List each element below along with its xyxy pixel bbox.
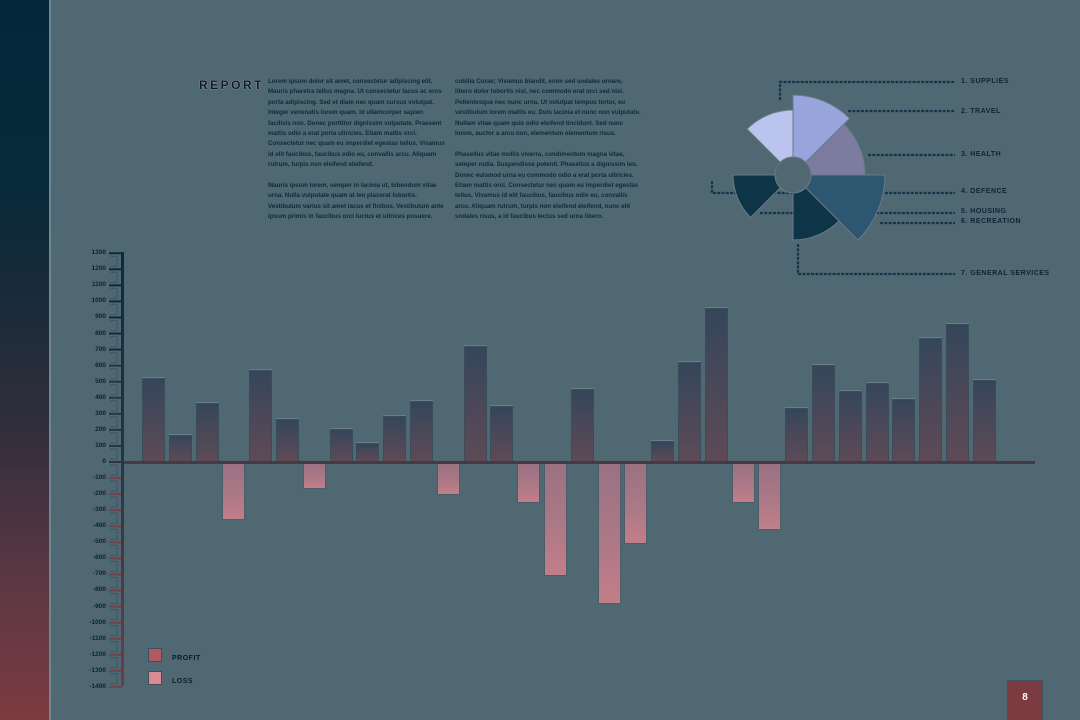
profit-bar [865, 382, 889, 462]
legend-swatch-profit [148, 648, 162, 662]
y-tick-label: -600 [92, 554, 106, 562]
zero-baseline [124, 461, 1035, 464]
y-tick-label: -800 [92, 586, 106, 594]
y-tick-label: 700 [95, 345, 106, 353]
y-tick-label: -700 [92, 570, 106, 578]
y-tick-label: -1200 [89, 650, 106, 658]
profit-bar [812, 364, 835, 462]
profit-bar [142, 378, 165, 462]
y-tick-label: -1000 [89, 618, 106, 626]
paragraph: Lorem ipsum dolor sit amet, consectetur … [268, 78, 445, 169]
y-tick-label: 200 [95, 425, 106, 433]
polar-label-housing: 5. HOUSING [961, 208, 1007, 215]
profit-bar [838, 391, 862, 462]
y-tick-label: 100 [95, 441, 106, 449]
y-tick-label: 1300 [91, 249, 106, 257]
y-tick-label: 500 [95, 377, 106, 385]
profit-bar [678, 362, 701, 462]
profit-bar [892, 399, 916, 462]
profit-bar [168, 435, 192, 462]
report-title: REPORT [199, 78, 265, 92]
polar-label-travel: 2. TRAVEL [961, 108, 1001, 115]
loss-bar [597, 463, 621, 605]
y-axis-line [121, 252, 124, 686]
loss-bar [731, 463, 755, 503]
y-tick-label: -500 [92, 538, 106, 546]
profit-bar [570, 389, 594, 462]
y-tick-label: 400 [95, 393, 106, 401]
profit-bar [946, 323, 969, 462]
profit-bar [383, 416, 407, 462]
profit-bar [195, 403, 219, 462]
y-tick-label: 1200 [91, 265, 106, 273]
profit-bar [651, 441, 675, 462]
loss-bar [517, 463, 541, 503]
y-tick-label: -100 [92, 474, 106, 482]
loss-bar [544, 463, 567, 577]
paragraph: Mauris ipsum lorem, semper in lacinia ut… [268, 182, 444, 221]
polar-label-general-services: 7. GENERAL SERVICES [961, 270, 1050, 277]
polar-label-supplies: 1. SUPPLIES [961, 78, 1009, 85]
profit-bar [490, 406, 514, 462]
loss-bar [302, 463, 326, 489]
y-tick-label: -200 [92, 490, 106, 498]
loss-bar [436, 463, 460, 495]
y-axis-ticks [109, 252, 122, 688]
profit-bar [249, 370, 273, 462]
y-tick-label: -400 [92, 522, 106, 530]
profit-bar [356, 443, 380, 462]
y-tick-label: 800 [95, 329, 106, 337]
paragraph: cubilia Curae; Vivamus blandit, enim sed… [455, 78, 641, 138]
profit-bar [919, 337, 943, 462]
profit-bar [276, 419, 299, 462]
y-tick-label: -300 [92, 506, 106, 514]
side-gradient-band [0, 0, 49, 720]
y-tick-label: -1300 [89, 666, 106, 674]
legend-swatch-loss [148, 671, 162, 685]
profit-bar [410, 401, 433, 462]
loss-bar [624, 463, 648, 544]
polar-label-recreation: 6. RECREATION [961, 218, 1022, 225]
y-tick-label: 300 [95, 409, 106, 417]
y-tick-label: -1100 [89, 634, 106, 642]
page-number-badge: 8 [1007, 680, 1043, 720]
profit-bar [785, 408, 809, 462]
side-divider [49, 0, 51, 720]
profit-bar [704, 307, 728, 462]
y-tick-label: 1100 [91, 281, 106, 289]
y-tick-label: 0 [102, 458, 106, 465]
body-text-column-2: cubilia Curae; Vivamus blandit, enim sed… [455, 77, 641, 233]
y-tick-label: 1000 [91, 297, 106, 305]
polar-label-health: 3. HEALTH [961, 151, 1002, 158]
y-tick-label: 900 [95, 313, 106, 321]
legend-label-loss: LOSS [172, 678, 194, 685]
profit-bar [463, 345, 487, 462]
profit-bar [972, 380, 996, 462]
polar-label-defence: 4. DEFENCE [961, 188, 1008, 195]
body-text-column-1: Lorem ipsum dolor sit amet, consectetur … [268, 77, 446, 233]
profit-bar [329, 429, 353, 462]
y-tick-label: 600 [95, 361, 106, 369]
legend-label-profit: PROFIT [172, 655, 201, 662]
loss-bar [758, 463, 782, 530]
y-tick-label: -1400 [89, 682, 106, 690]
loss-bar [222, 463, 246, 520]
paragraph: Phasellus vitae mollis viverra, condimen… [455, 150, 639, 221]
y-tick-label: -900 [92, 602, 106, 610]
